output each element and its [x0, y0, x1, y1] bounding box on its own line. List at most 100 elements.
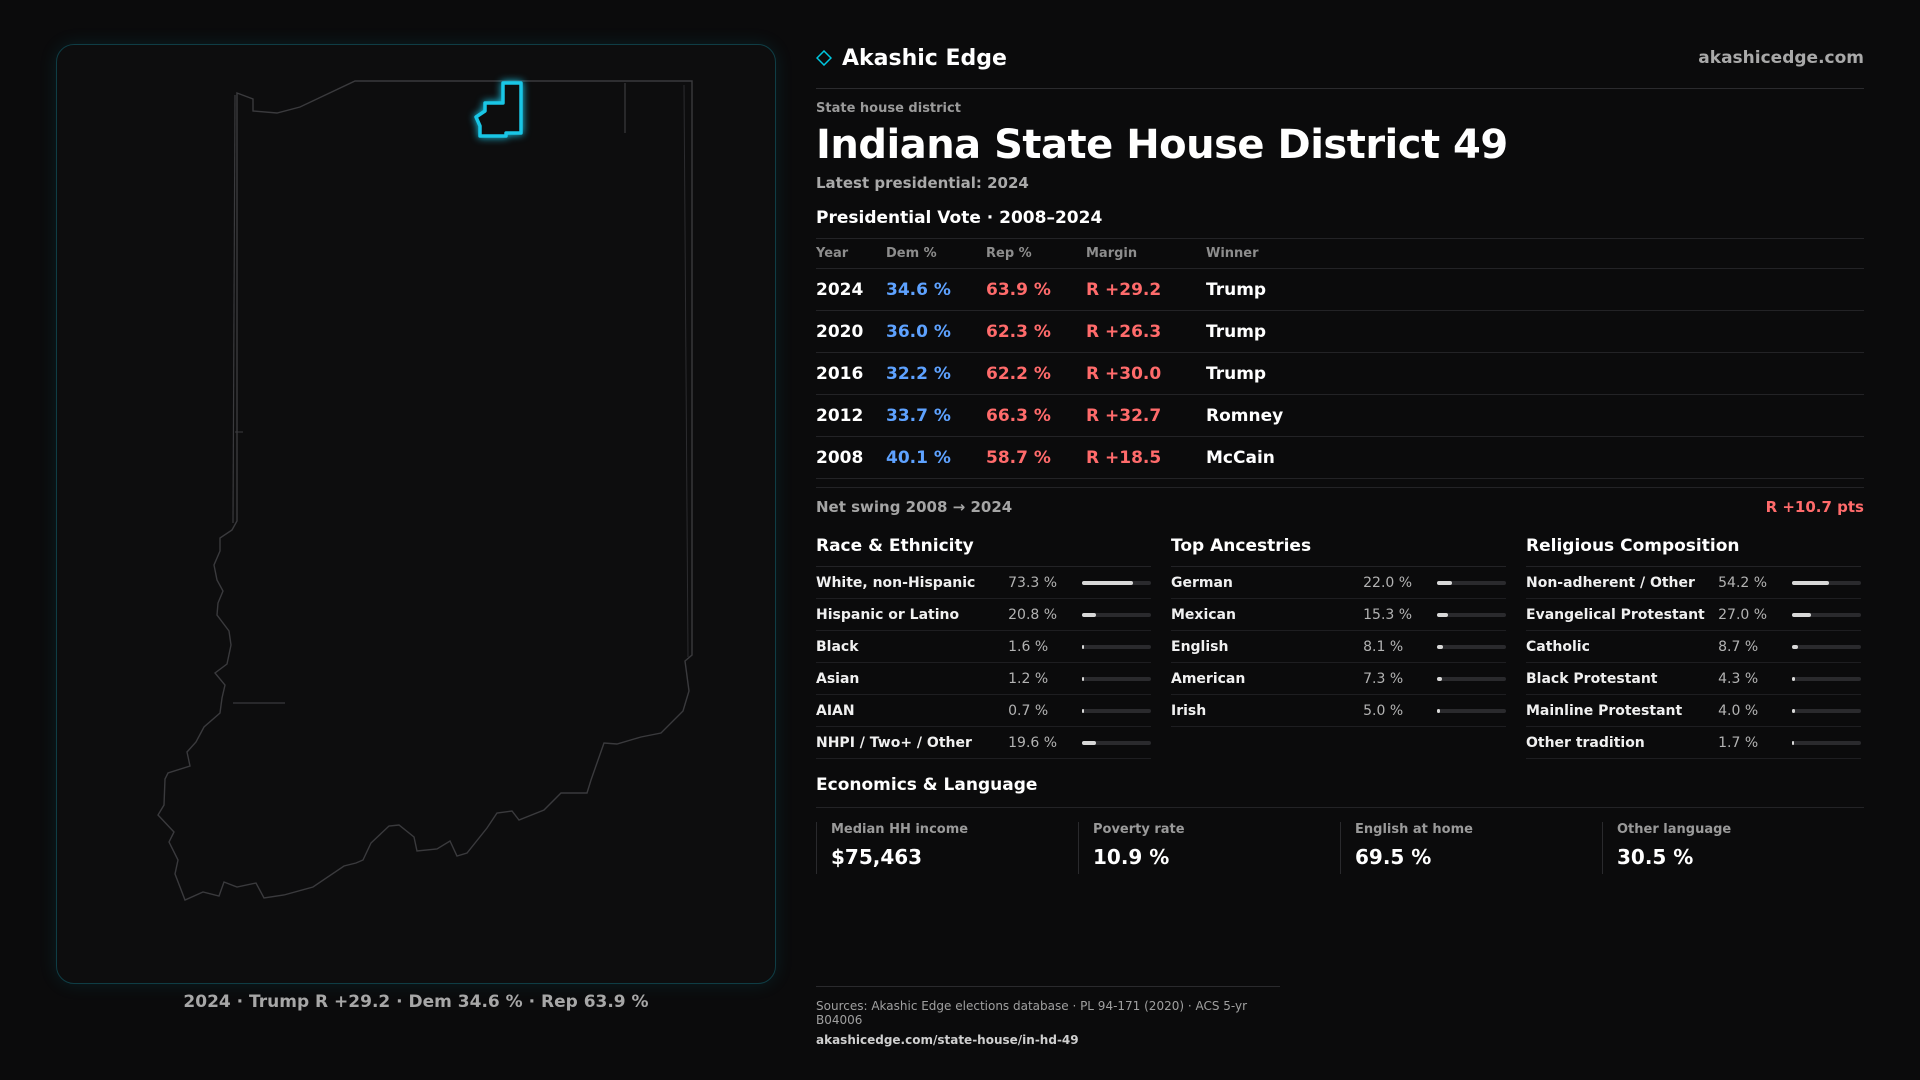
demo-row: Hispanic or Latino 20.8 %	[816, 599, 1151, 631]
cell-margin: R +32.7	[1086, 394, 1206, 437]
demo-row-label: Other tradition	[1526, 734, 1645, 751]
demo-row-percent: 1.7 %	[1718, 734, 1759, 751]
table-row: 2016 32.2 % 62.2 % R +30.0 Trump	[816, 352, 1864, 395]
demo-row: Black 1.6 %	[816, 631, 1151, 663]
demo-row: Irish 5.0 %	[1171, 695, 1506, 727]
demo-row-label: Asian	[816, 670, 860, 687]
col-header-dem: Dem %	[886, 238, 986, 269]
state-outline	[157, 80, 693, 901]
district-report: Akashic Edge akashicedge.com State house…	[816, 40, 1864, 874]
net-swing-value: R +10.7 pts	[1765, 498, 1864, 516]
demo-row-label: German	[1171, 574, 1233, 591]
demo-row-percent: 8.7 %	[1718, 638, 1759, 655]
cell-year: 2020	[816, 310, 886, 353]
cell-winner: Romney	[1206, 394, 1864, 437]
share-bar-track	[1082, 740, 1151, 745]
share-bar-track	[1792, 612, 1861, 617]
demo-row: Non-adherent / Other 54.2 %	[1526, 567, 1861, 599]
share-bar-fill	[1437, 612, 1448, 617]
stat-label: Median HH income	[831, 822, 969, 837]
demo-row-percent: 7.3 %	[1363, 670, 1404, 687]
cell-dem: 34.6 %	[886, 268, 986, 311]
economics-title: Economics & Language	[816, 775, 1864, 808]
district-49-highlight[interactable]	[474, 81, 523, 138]
brand[interactable]: Akashic Edge	[816, 46, 1007, 71]
demo-row: White, non-Hispanic 73.3 %	[816, 567, 1151, 599]
demo-row-label: Catholic	[1526, 638, 1590, 655]
share-bar-fill	[1082, 708, 1085, 713]
table-row: 2024 34.6 % 63.9 % R +29.2 Trump	[816, 268, 1864, 311]
presidential-vote-title: Presidential Vote · 2008–2024	[816, 208, 1103, 228]
share-bar-fill	[1792, 676, 1795, 681]
share-bar-track	[1437, 644, 1506, 649]
share-bar-track	[1082, 644, 1151, 649]
share-bar-fill	[1437, 644, 1443, 649]
stat-value: 10.9 %	[1093, 845, 1170, 869]
demo-row-percent: 1.2 %	[1008, 670, 1049, 687]
demo-row-label: AIAN	[816, 702, 855, 719]
share-bar-track	[1082, 708, 1151, 713]
cell-rep: 66.3 %	[986, 394, 1086, 437]
stat-value: 69.5 %	[1355, 845, 1432, 869]
demo-row: NHPI / Two+ / Other 19.6 %	[816, 727, 1151, 759]
cell-dem: 36.0 %	[886, 310, 986, 353]
share-bar-fill	[1437, 580, 1453, 585]
col-header-winner: Winner	[1206, 238, 1864, 269]
cell-dem: 32.2 %	[886, 352, 986, 395]
demo-row-percent: 22.0 %	[1363, 574, 1413, 591]
demo-row-percent: 8.1 %	[1363, 638, 1404, 655]
share-bar-track	[1792, 580, 1861, 585]
col-header-year: Year	[816, 238, 886, 269]
district-map	[56, 44, 776, 984]
share-bar-track	[1437, 612, 1506, 617]
demo-row: Catholic 8.7 %	[1526, 631, 1861, 663]
demo-row: German 22.0 %	[1171, 567, 1506, 599]
net-swing-label: Net swing 2008 → 2024	[816, 498, 1013, 516]
cell-margin: R +30.0	[1086, 352, 1206, 395]
demo-row-label: Non-adherent / Other	[1526, 574, 1695, 591]
ancestry-section: Top Ancestries German 22.0 % Mexican 15.3 %…	[1171, 536, 1506, 759]
demo-row-percent: 19.6 %	[1008, 734, 1058, 751]
district-kicker: State house district	[816, 101, 961, 116]
economics-stats: Median HH income $75,463 Poverty rate 10…	[816, 822, 1864, 874]
demo-row-label: Hispanic or Latino	[816, 606, 960, 623]
demo-row: AIAN 0.7 %	[816, 695, 1151, 727]
demo-row-label: Evangelical Protestant	[1526, 606, 1705, 623]
demo-row-label: English	[1171, 638, 1229, 655]
share-bar-track	[1082, 612, 1151, 617]
cell-rep: 58.7 %	[986, 436, 1086, 479]
stat-label: English at home	[1355, 822, 1473, 837]
demo-row-label: Black Protestant	[1526, 670, 1658, 687]
cell-winner: Trump	[1206, 268, 1864, 311]
cell-margin: R +18.5	[1086, 436, 1206, 479]
demo-row-label: White, non-Hispanic	[816, 574, 976, 591]
col-header-rep: Rep %	[986, 238, 1086, 269]
demo-row: Asian 1.2 %	[816, 663, 1151, 695]
net-swing: Net swing 2008 → 2024 R +10.7 pts	[816, 487, 1864, 516]
table-header-row: Year Dem % Rep % Margin Winner	[816, 238, 1864, 269]
stat-label: Other language	[1617, 822, 1732, 837]
share-bar-fill	[1792, 644, 1799, 649]
sources-url-link[interactable]: akashicedge.com/state-house/in-hd-49	[816, 1033, 1079, 1047]
demo-row-label: Black	[816, 638, 859, 655]
race-ethnicity-section: Race & Ethnicity White, non-Hispanic 73.3…	[816, 536, 1151, 759]
site-url-link[interactable]: akashicedge.com	[1698, 48, 1864, 68]
demo-row: Black Protestant 4.3 %	[1526, 663, 1861, 695]
share-bar-fill	[1082, 612, 1097, 617]
share-bar-fill	[1792, 740, 1795, 745]
share-bar-track	[1437, 676, 1506, 681]
share-bar-track	[1437, 708, 1506, 713]
stat-english-at-home: English at home 69.5 %	[1340, 822, 1602, 874]
share-bar-fill	[1792, 708, 1795, 713]
demo-row-percent: 4.3 %	[1718, 670, 1759, 687]
share-bar-fill	[1792, 580, 1830, 585]
stat-other-language: Other language 30.5 %	[1602, 822, 1864, 874]
cell-winner: Trump	[1206, 310, 1864, 353]
boundary-line-west	[232, 94, 236, 524]
share-bar-fill	[1082, 644, 1085, 649]
demo-row: Mexican 15.3 %	[1171, 599, 1506, 631]
cell-dem: 40.1 %	[886, 436, 986, 479]
sources-text: Sources: Akashic Edge elections database…	[816, 999, 1248, 1027]
demo-row: American 7.3 %	[1171, 663, 1506, 695]
share-bar-track	[1437, 580, 1506, 585]
